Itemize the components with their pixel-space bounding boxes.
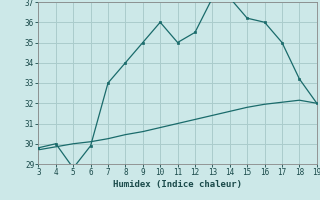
- X-axis label: Humidex (Indice chaleur): Humidex (Indice chaleur): [113, 180, 242, 189]
